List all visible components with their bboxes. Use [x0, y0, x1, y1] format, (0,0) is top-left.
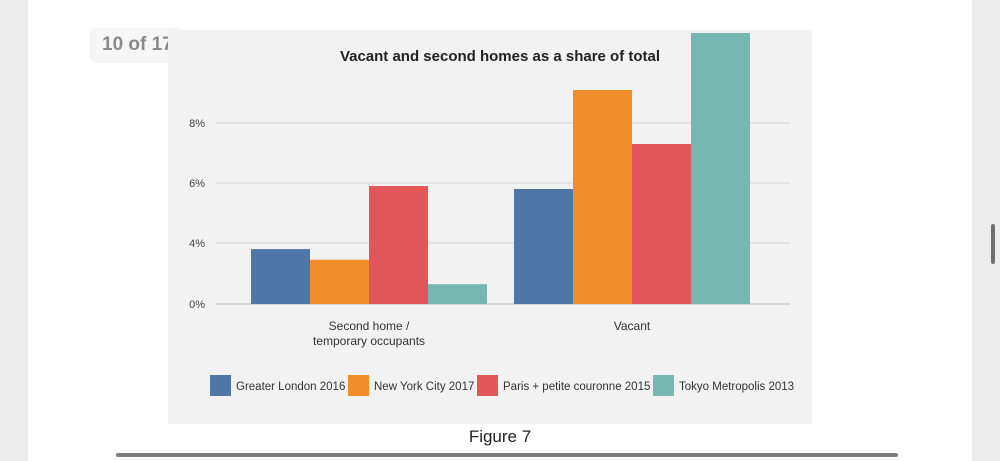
scrollbar-thumb[interactable]: [991, 224, 995, 264]
chart-panel: Vacant and second homes as a share of to…: [168, 30, 812, 424]
bar-chart: Vacant and second homes as a share of to…: [189, 33, 794, 396]
x-category-label: Vacant: [614, 319, 651, 333]
legend-swatch: [653, 375, 674, 396]
bar: [251, 249, 310, 304]
legend-swatch: [210, 375, 231, 396]
y-tick-label: 4%: [189, 238, 205, 250]
legend-swatch: [477, 375, 498, 396]
y-tick-label: 0%: [189, 299, 205, 311]
bar: [310, 259, 369, 304]
legend-label: Paris + petite couronne 2015: [503, 381, 650, 393]
bar: [428, 284, 487, 304]
legend-label: New York City 2017: [374, 381, 474, 393]
bar: [691, 33, 750, 304]
bar: [369, 186, 428, 304]
y-tick-label: 6%: [189, 178, 205, 190]
legend-label: Greater London 2016: [236, 381, 345, 393]
y-tick-label: 8%: [189, 118, 205, 130]
bar: [632, 144, 691, 304]
page-indicator: 10 of 17: [90, 28, 183, 63]
home-indicator-bar: [116, 453, 898, 457]
x-category-label: temporary occupants: [313, 334, 425, 348]
chart-title: Vacant and second homes as a share of to…: [340, 48, 660, 65]
x-category-label: Second home /: [329, 319, 410, 333]
bar: [514, 189, 573, 304]
bar: [573, 90, 632, 304]
legend-swatch: [348, 375, 369, 396]
legend-label: Tokyo Metropolis 2013: [679, 381, 794, 393]
figure-caption: Figure 7: [468, 427, 532, 446]
